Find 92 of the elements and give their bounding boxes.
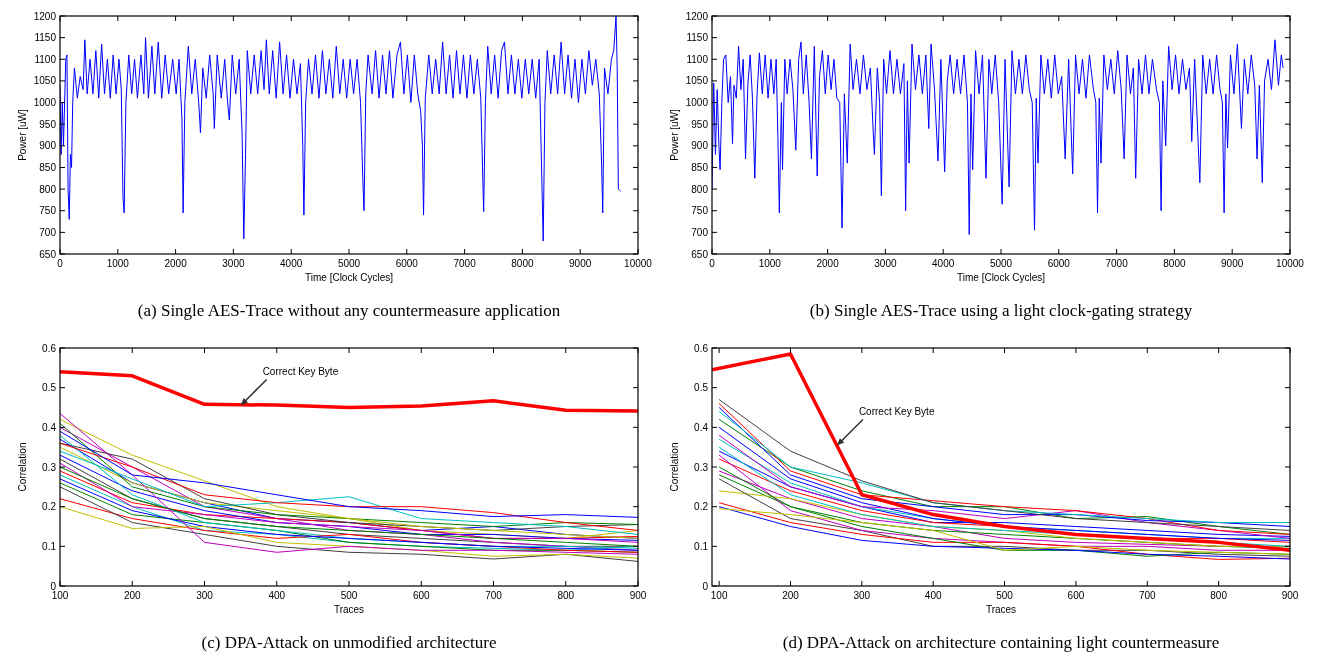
y-tick-label: 0.1: [42, 540, 57, 552]
y-axis-title: Correlation: [17, 442, 28, 492]
x-tick-label: 5000: [989, 258, 1013, 269]
x-tick-label: 400: [268, 590, 286, 601]
y-tick-label: 0.5: [694, 382, 709, 394]
y-tick-label: 800: [39, 183, 57, 195]
y-tick-label: 0.2: [694, 501, 709, 513]
y-tick-label: 1050: [33, 75, 57, 87]
y-tick-label: 800: [691, 183, 709, 195]
x-axis-title: Traces: [333, 604, 365, 615]
x-tick-label: 7000: [453, 258, 477, 269]
x-tick-label: 9000: [569, 258, 592, 269]
x-tick-label: 7000: [1105, 258, 1129, 269]
x-tick-label: 700: [485, 590, 503, 601]
annotation: Correct Key Byte: [858, 405, 935, 417]
y-tick-label: 0.2: [42, 501, 57, 513]
x-axis-title: Traces: [985, 604, 1017, 615]
x-tick-label: 100: [51, 590, 69, 601]
x-tick-label: 4000: [280, 258, 303, 269]
y-axis-title: Power [uW]: [17, 108, 28, 161]
x-tick-label: 3000: [222, 258, 245, 269]
x-tick-label: 1000: [758, 258, 782, 269]
y-tick-label: 1050: [685, 75, 709, 87]
y-tick-label: 750: [39, 205, 57, 217]
x-tick-label: 0: [709, 258, 716, 269]
y-tick-label: 0.5: [42, 382, 57, 394]
x-tick-label: 1000: [106, 258, 130, 269]
x-tick-label: 300: [853, 590, 871, 601]
y-tick-label: 0.6: [42, 342, 57, 354]
x-tick-label: 10000: [624, 258, 653, 269]
x-tick-label: 400: [924, 590, 942, 601]
x-tick-label: 5000: [337, 258, 361, 269]
x-tick-label: 300: [196, 590, 214, 601]
x-tick-label: 6000: [395, 258, 419, 269]
text: (a) Single AES-Trace without any countermeasure application: [137, 301, 561, 320]
text: (b) Single AES-Trace using a light clock-gating strategy: [809, 301, 1193, 320]
x-axis-title: Time [Clock Cycles]: [957, 272, 1046, 283]
y-tick-label: 700: [39, 226, 57, 238]
y-axis-title: Correlation: [669, 442, 680, 492]
y-tick-label: 650: [39, 248, 57, 260]
y-tick-label: 0.6: [694, 342, 709, 354]
y-tick-label: 850: [39, 161, 57, 173]
y-tick-label: 0.1: [694, 540, 709, 552]
y-tick-label: 0.4: [694, 421, 709, 433]
y-tick-label: 1150: [686, 32, 709, 44]
y-tick-label: 0.4: [42, 421, 57, 433]
x-tick-label: 10000: [1276, 258, 1305, 269]
y-tick-label: 0.3: [42, 461, 57, 473]
x-tick-label: 200: [123, 590, 142, 601]
y-tick-label: 850: [691, 161, 709, 173]
x-tick-label: 8000: [511, 258, 534, 269]
y-tick-label: 750: [691, 205, 709, 217]
y-tick-label: 900: [691, 140, 709, 152]
y-tick-label: 1100: [34, 53, 57, 65]
y-tick-label: 1150: [34, 32, 57, 44]
y-tick-label: 950: [39, 118, 57, 130]
x-tick-label: 800: [1210, 590, 1228, 601]
x-tick-label: 9000: [1221, 258, 1244, 269]
x-tick-label: 3000: [874, 258, 897, 269]
text: (c) DPA-Attack on unmodified architecture: [201, 633, 497, 652]
y-tick-label: 650: [691, 248, 709, 260]
y-tick-label: 950: [691, 118, 709, 130]
y-tick-label: 0: [50, 580, 57, 592]
x-tick-label: 2000: [816, 258, 840, 269]
y-axis-title: Power [uW]: [669, 108, 680, 161]
y-tick-label: 1000: [33, 97, 57, 109]
x-tick-label: 4000: [932, 258, 955, 269]
x-tick-label: 500: [996, 590, 1014, 601]
y-tick-label: 1200: [33, 10, 57, 22]
x-axis-title: Time [Clock Cycles]: [305, 272, 394, 283]
x-tick-label: 2000: [164, 258, 188, 269]
x-tick-label: 600: [1067, 590, 1085, 601]
x-tick-label: 900: [1281, 590, 1299, 601]
y-tick-label: 1100: [686, 53, 709, 65]
y-tick-label: 900: [39, 140, 57, 152]
x-tick-label: 100: [710, 590, 728, 601]
y-tick-label: 700: [691, 226, 709, 238]
y-tick-label: 0: [702, 580, 709, 592]
x-tick-label: 0: [57, 258, 64, 269]
text: (d) DPA-Attack on architecture containing light countermeasure: [782, 633, 1220, 652]
x-tick-label: 200: [782, 590, 800, 601]
x-tick-label: 500: [340, 590, 358, 601]
x-tick-label: 800: [557, 590, 575, 601]
x-tick-label: 8000: [1163, 258, 1186, 269]
x-tick-label: 700: [1138, 590, 1157, 601]
y-tick-label: 1200: [685, 10, 709, 22]
x-tick-label: 600: [412, 590, 431, 601]
y-tick-label: 1000: [685, 97, 709, 109]
x-tick-label: 6000: [1047, 258, 1071, 269]
annotation: Correct Key Byte: [262, 365, 339, 377]
y-tick-label: 0.3: [694, 461, 709, 473]
x-tick-label: 900: [629, 590, 647, 601]
